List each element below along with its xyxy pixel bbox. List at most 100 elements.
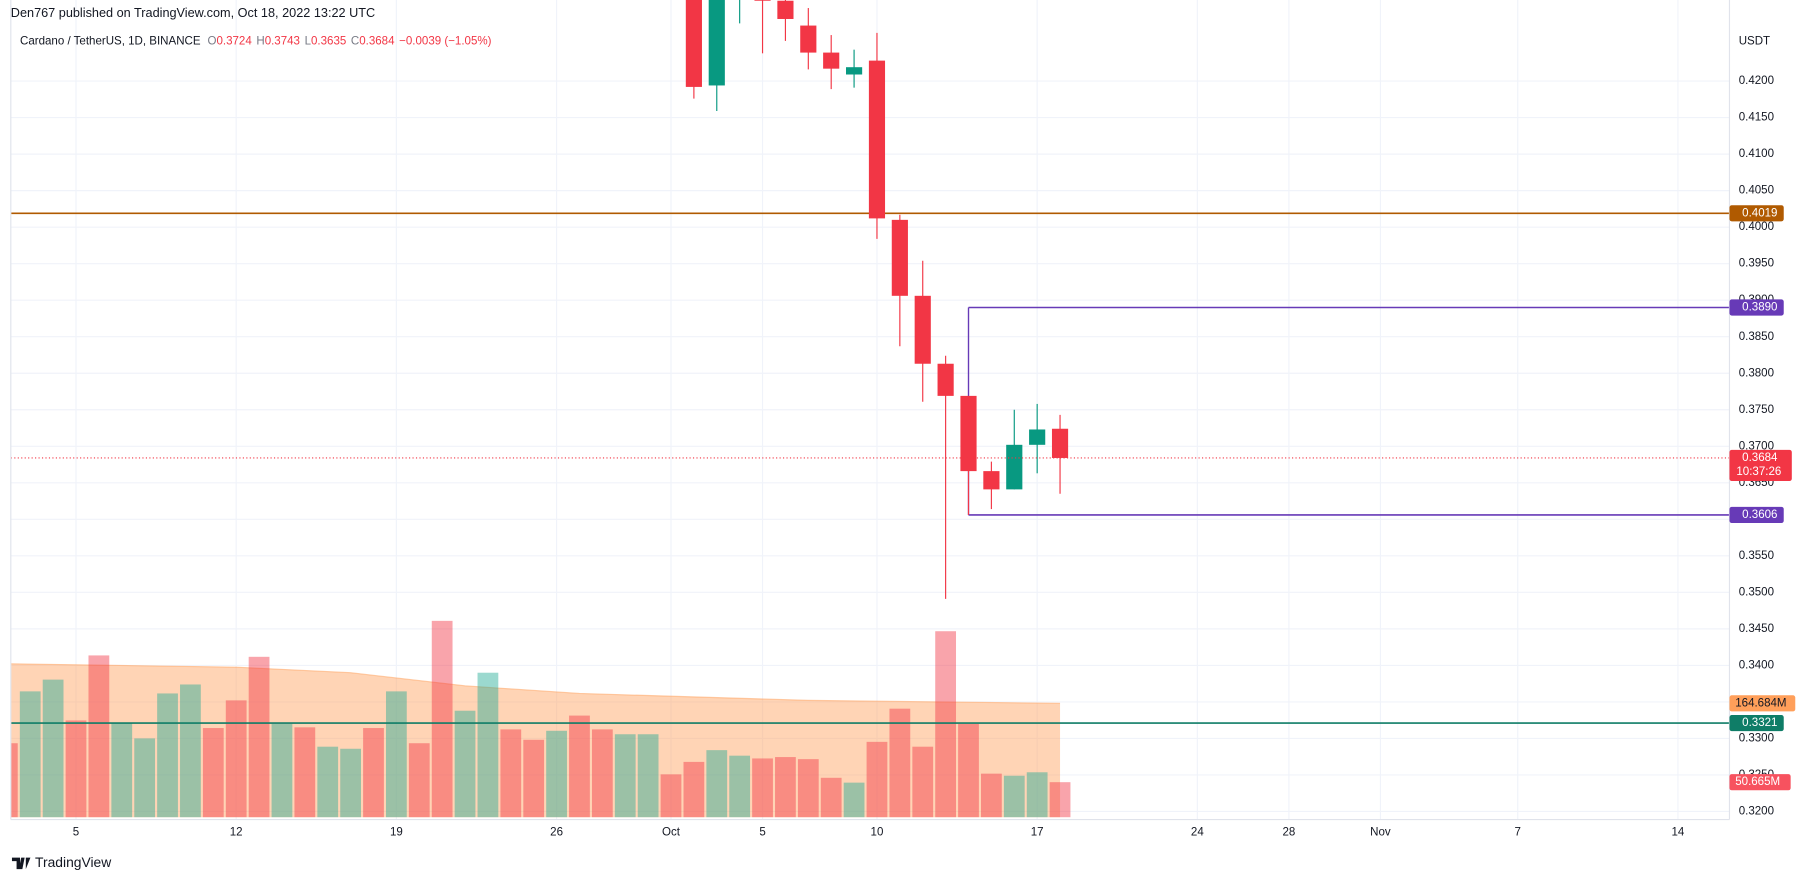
candle-body — [891, 219, 908, 296]
volume-bar — [569, 715, 590, 818]
volume-ma-line — [10, 663, 1061, 704]
candle-body — [1029, 429, 1046, 445]
volume-bar — [637, 734, 659, 818]
x-tick-label: Nov — [1370, 826, 1391, 838]
candle-body — [983, 471, 1000, 490]
candle-body — [800, 25, 817, 53]
volume-bar — [752, 758, 773, 818]
volume-bar — [157, 693, 178, 818]
y-tick-label: 0.3800 — [1739, 367, 1774, 379]
volume-bar — [912, 746, 934, 818]
volume-bar — [797, 759, 819, 818]
volume-ma-area — [10, 663, 1061, 818]
y-tick-label: 0.4100 — [1739, 148, 1774, 160]
x-tick-label: 26 — [550, 826, 563, 838]
volume-bar — [225, 700, 247, 818]
volume-bar — [683, 761, 705, 818]
x-tick-label: 5 — [759, 826, 765, 838]
y-tick-label: 0.3550 — [1739, 550, 1774, 562]
footer-brand: TradingView — [35, 854, 112, 870]
volume-bar — [431, 620, 453, 818]
volume-bar — [19, 691, 41, 818]
volume-bar — [958, 723, 979, 818]
candle-body — [868, 60, 886, 219]
volume-bar — [294, 727, 316, 818]
candle-body — [1006, 444, 1023, 490]
volume-tag-label: 50.665M — [1735, 776, 1780, 788]
candle-body — [960, 395, 977, 472]
level-tag-label: 0.4019 — [1742, 207, 1777, 219]
x-tick-label: 17 — [1031, 826, 1044, 838]
volume-bar — [660, 774, 682, 818]
candle-body — [708, 0, 725, 86]
volume-bar — [775, 757, 796, 818]
volume-bar — [889, 708, 911, 818]
volume-bar — [614, 734, 636, 818]
y-tick-label: 0.4200 — [1739, 75, 1774, 87]
candle-body — [914, 295, 931, 364]
volume-bar — [706, 750, 728, 818]
publish-header: Den767 published on TradingView.com, Oct… — [11, 6, 375, 20]
legend: Cardano / TetherUS, 1D, BINANCE O0.3724 H0… — [20, 36, 492, 48]
level-tag-label: 0.3606 — [1742, 509, 1777, 521]
y-tick-label: 0.3450 — [1739, 623, 1774, 635]
candle-body — [823, 52, 840, 69]
x-tick-label: 12 — [230, 826, 243, 838]
x-tick-label: 5 — [73, 826, 79, 838]
volume-bar — [65, 720, 87, 818]
volume-bar — [271, 723, 293, 818]
volume-bar — [523, 739, 545, 818]
x-tick-label: Oct — [662, 826, 681, 838]
volume-bar — [248, 656, 270, 818]
level-tag-bg — [1729, 299, 1784, 316]
y-tick-label: 0.3950 — [1739, 258, 1774, 270]
level-tag-label: 0.3321 — [1742, 717, 1777, 729]
x-tick-label: 7 — [1515, 826, 1521, 838]
volume-bar — [843, 782, 865, 818]
level-tag-bg — [1729, 506, 1784, 524]
volume-bar — [1003, 775, 1025, 818]
volume-bar — [111, 722, 133, 818]
candle-body — [937, 363, 954, 396]
volume-ma-tag-label: 164.684M — [1735, 697, 1786, 709]
volume-bar — [546, 730, 567, 818]
x-tick-label: 14 — [1672, 826, 1685, 838]
volume-bar — [500, 729, 522, 818]
volume-tag-bg — [1729, 774, 1791, 791]
y-tick-label: 0.3300 — [1739, 732, 1774, 744]
x-tick-label: 10 — [871, 826, 884, 838]
last-price-tag-label: 0.3684 — [1742, 452, 1778, 464]
countdown-label: 10:37:26 — [1736, 466, 1781, 478]
volume-bar — [820, 777, 842, 818]
volume-bar — [408, 743, 430, 818]
volume-bar — [591, 729, 613, 818]
candle-body — [754, 0, 771, 1]
plot-area — [10, 0, 1730, 820]
y-tick-label: 0.3700 — [1739, 440, 1774, 452]
level-tag-label: 0.3890 — [1742, 302, 1777, 314]
volume-ma-tag-bg — [1729, 695, 1796, 712]
last-price-tag-bg — [1729, 449, 1792, 482]
level-tag-bg — [1729, 205, 1784, 222]
x-tick-label: 24 — [1191, 826, 1204, 838]
volume-bar — [477, 672, 499, 818]
volume-bar — [385, 691, 407, 818]
y-tick-label: 0.4000 — [1739, 221, 1774, 233]
x-tick-label: 28 — [1282, 826, 1295, 838]
y-tick-label: 0.4050 — [1739, 185, 1774, 197]
x-tick-label: 19 — [390, 826, 403, 838]
candle-body — [685, 0, 702, 87]
y-tick-label: 0.3200 — [1739, 806, 1774, 818]
volume-bar — [1049, 782, 1071, 818]
currency-label: USDT — [1739, 36, 1770, 48]
volume-bar — [317, 746, 339, 818]
volume-bar — [340, 748, 362, 818]
level-tag-bg — [1729, 715, 1784, 732]
volume-bar — [454, 710, 476, 818]
y-tick-label: 0.3400 — [1739, 659, 1774, 671]
y-tick-label: 0.3850 — [1739, 331, 1774, 343]
volume-bar — [10, 743, 18, 818]
volume-bar — [180, 684, 201, 818]
axes: 0.32000.32500.33000.33500.34000.34500.35… — [73, 75, 1796, 838]
